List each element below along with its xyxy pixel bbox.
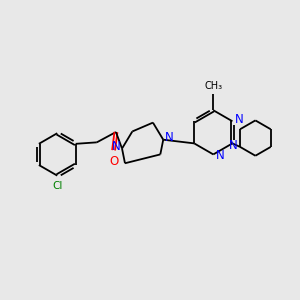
Text: N: N [165,131,173,144]
Text: N: N [216,149,225,162]
Text: O: O [109,155,118,168]
Text: Cl: Cl [52,181,62,191]
Text: N: N [228,139,237,152]
Text: N: N [236,113,244,126]
Text: CH₃: CH₃ [205,81,223,91]
Text: N: N [112,140,121,153]
